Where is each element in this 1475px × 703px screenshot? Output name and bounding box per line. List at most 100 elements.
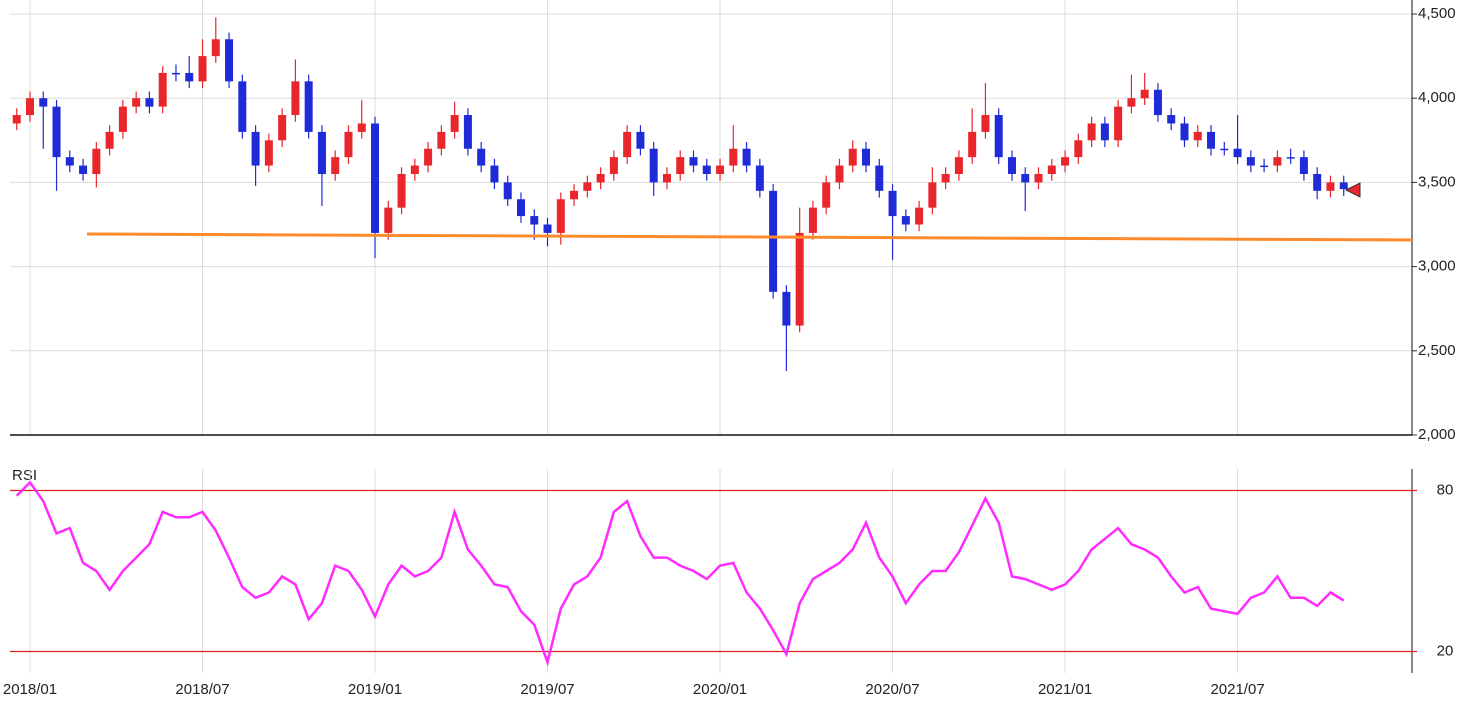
x-tick-label: 2019/01 (348, 681, 402, 698)
candle-body (1074, 140, 1083, 158)
candle-body (676, 157, 685, 174)
candle-body (835, 165, 844, 183)
y-tick-label: 3,000 (1418, 258, 1456, 275)
candle-body (1087, 123, 1096, 141)
candle-body (238, 81, 247, 132)
y-tick-label: 4,000 (1418, 89, 1456, 106)
rsi-line (15, 480, 1345, 667)
candle-body (1100, 123, 1109, 141)
candle-body (755, 165, 764, 191)
candle-body (132, 98, 141, 107)
candle-body (1286, 157, 1295, 159)
y-tick-label: 2,500 (1418, 342, 1456, 359)
candle-body (901, 216, 910, 225)
candle-body (450, 115, 459, 132)
candle-body (702, 165, 711, 174)
candle-body (198, 56, 207, 82)
candle-body (1220, 148, 1229, 151)
candle-body (410, 165, 419, 174)
candle-body (344, 131, 353, 158)
candle-body (981, 115, 990, 132)
y-tick-label: 20 (1437, 642, 1454, 659)
candle-body (145, 98, 154, 107)
candle-body (782, 291, 791, 326)
candle-body (52, 106, 61, 158)
candle-body (424, 148, 433, 166)
candle-body (278, 115, 287, 141)
candle-body (623, 131, 632, 158)
candle-body (1207, 131, 1216, 149)
candle-body (968, 131, 977, 158)
candle-body (862, 148, 871, 166)
candle-body (1047, 165, 1056, 174)
candle-body (1167, 115, 1176, 124)
candle-body (530, 216, 539, 225)
x-tick-label: 2018/07 (175, 681, 229, 698)
candle-body (185, 72, 194, 82)
y-tick-label: 80 (1437, 481, 1454, 498)
rsi-label: RSI (12, 467, 37, 484)
candle-body (1273, 157, 1282, 166)
candle-body (225, 39, 234, 82)
candle-body (371, 123, 380, 233)
candle-body (795, 232, 804, 326)
candle-body (39, 98, 48, 107)
candle-body (729, 148, 738, 166)
candle-body (1061, 157, 1070, 166)
candle-body (848, 148, 857, 166)
candle-body (689, 157, 698, 166)
candle-body (570, 190, 579, 200)
candle-body (384, 207, 393, 233)
candle-body (742, 148, 751, 166)
candle-body (636, 131, 645, 149)
candle-body (808, 207, 817, 233)
candle-body (1313, 173, 1322, 191)
trend-line (86, 232, 1413, 242)
candle-body (211, 39, 220, 57)
candle-body (928, 182, 937, 208)
candle-body (1021, 173, 1030, 183)
last-price-marker (1344, 182, 1361, 198)
candle-body (649, 148, 658, 183)
candle-body (79, 165, 88, 174)
candle-body (397, 173, 406, 208)
candle-body (118, 106, 127, 132)
candle-body (158, 72, 167, 107)
y-tick-label: 4,500 (1418, 5, 1456, 22)
x-tick-label: 2020/07 (865, 681, 919, 698)
candle-body (1180, 123, 1189, 141)
candle-body (516, 199, 525, 217)
candle-body (12, 115, 21, 124)
candle-body (65, 157, 74, 166)
candle-body (1140, 89, 1149, 99)
candle-body (490, 165, 499, 183)
candle-body (92, 148, 101, 174)
candle-body (662, 173, 671, 183)
x-tick-label: 2019/07 (520, 681, 574, 698)
candle-body (822, 182, 831, 208)
candle-body (1114, 106, 1123, 141)
candle-body (331, 157, 340, 174)
candle-body (251, 131, 260, 166)
candle-body (437, 131, 446, 149)
candle-body (1246, 157, 1255, 166)
candle-body (1127, 98, 1136, 107)
candle-body (941, 173, 950, 183)
candle-body (26, 98, 34, 116)
candle-body (716, 165, 725, 174)
x-tick-label: 2021/07 (1210, 681, 1264, 698)
x-tick-label: 2018/01 (3, 681, 57, 698)
candle-body (1326, 182, 1335, 191)
candle-body (171, 72, 180, 75)
candle-body (875, 165, 884, 191)
y-tick-label: 3,500 (1418, 173, 1456, 190)
candle-body (1299, 157, 1308, 174)
candle-body (463, 115, 472, 149)
candle-body (994, 115, 1003, 158)
candle-body (291, 81, 300, 116)
candle-body (317, 131, 326, 174)
x-tick-label: 2020/01 (693, 681, 747, 698)
candle-body (583, 182, 592, 191)
candle-body (1260, 165, 1269, 168)
